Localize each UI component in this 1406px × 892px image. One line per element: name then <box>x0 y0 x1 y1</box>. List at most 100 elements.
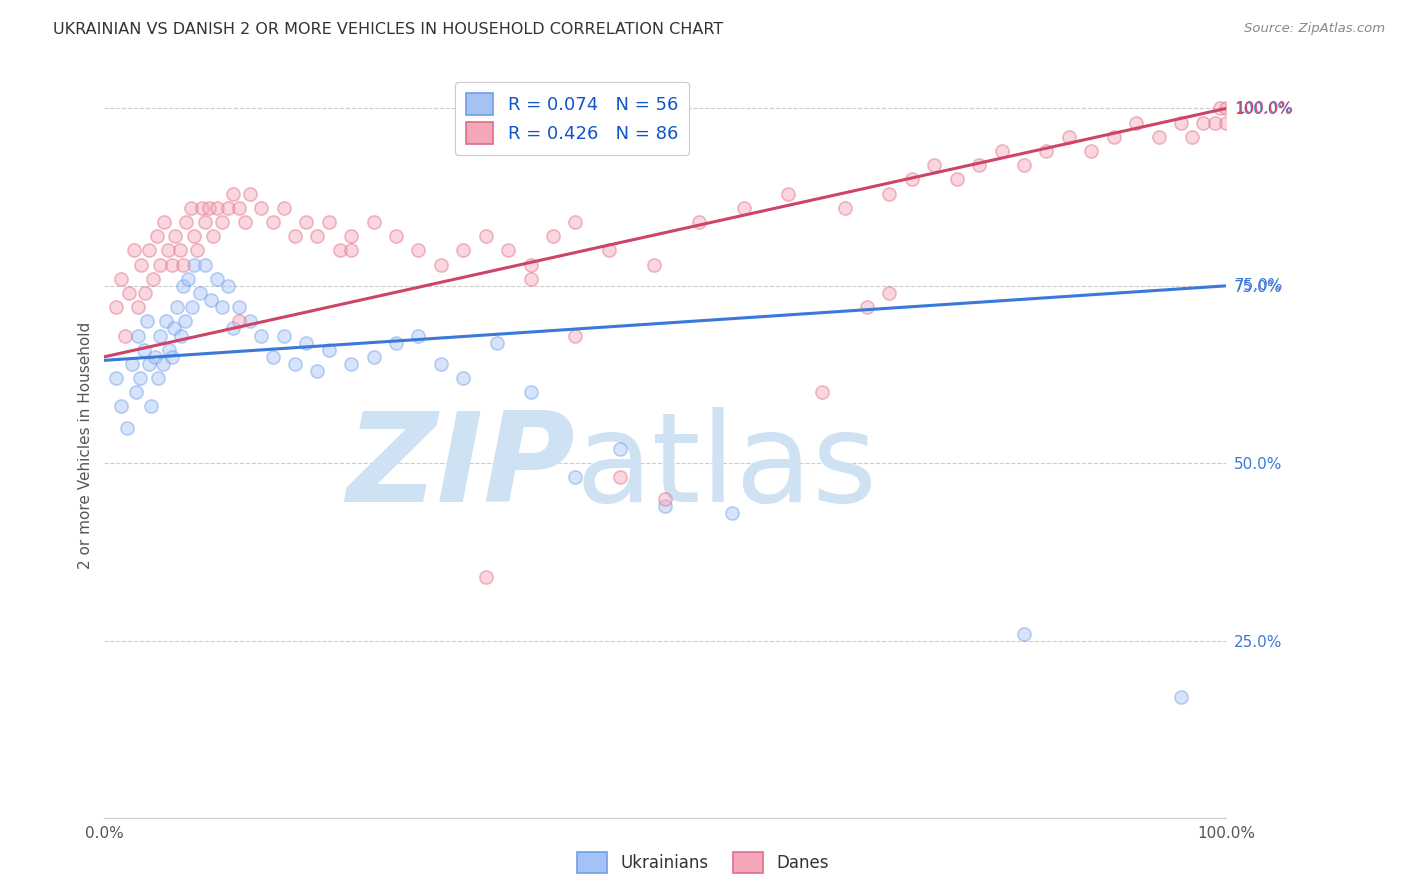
Point <box>194 258 217 272</box>
Point <box>104 371 127 385</box>
Point <box>118 285 141 300</box>
Point <box>228 201 250 215</box>
Point <box>273 328 295 343</box>
Point <box>451 371 474 385</box>
Point <box>166 300 188 314</box>
Point <box>363 350 385 364</box>
Point <box>598 244 620 258</box>
Point <box>564 215 586 229</box>
Point <box>188 285 211 300</box>
Point <box>340 357 363 371</box>
Point <box>121 357 143 371</box>
Point <box>340 229 363 244</box>
Point <box>233 215 256 229</box>
Point <box>186 244 208 258</box>
Point <box>169 244 191 258</box>
Point <box>385 335 408 350</box>
Point <box>1080 144 1102 158</box>
Point <box>688 215 710 229</box>
Point <box>1209 102 1232 116</box>
Point <box>318 343 340 357</box>
Point <box>609 470 631 484</box>
Point <box>1170 690 1192 705</box>
Point <box>169 328 191 343</box>
Point <box>222 186 245 201</box>
Point <box>329 244 352 258</box>
Point <box>654 491 676 506</box>
Point <box>1215 102 1237 116</box>
Point <box>191 201 214 215</box>
Point <box>110 271 132 285</box>
Point <box>519 258 541 272</box>
Point <box>307 364 329 378</box>
Point <box>262 350 284 364</box>
Point <box>160 350 183 364</box>
Point <box>834 201 856 215</box>
Point <box>1102 129 1125 144</box>
Text: 100.0%: 100.0% <box>1234 101 1294 116</box>
Point <box>228 314 250 328</box>
Point <box>564 470 586 484</box>
Point <box>922 158 945 172</box>
Point <box>104 300 127 314</box>
Point <box>183 229 205 244</box>
Point <box>1170 115 1192 129</box>
Point <box>295 335 318 350</box>
Point <box>519 271 541 285</box>
Point <box>211 300 233 314</box>
Point <box>1057 129 1080 144</box>
Point <box>174 314 197 328</box>
Text: 75.0%: 75.0% <box>1234 278 1284 293</box>
Point <box>541 229 564 244</box>
Point <box>408 244 430 258</box>
Point <box>643 258 665 272</box>
Point <box>163 321 186 335</box>
Point <box>163 229 186 244</box>
Point <box>496 244 519 258</box>
Point <box>110 400 132 414</box>
Point <box>159 343 181 357</box>
Point <box>180 201 202 215</box>
Point <box>1012 158 1035 172</box>
Point <box>146 229 169 244</box>
Point <box>284 357 307 371</box>
Point <box>160 258 183 272</box>
Point <box>138 357 160 371</box>
Point <box>1035 144 1057 158</box>
Point <box>197 201 219 215</box>
Point <box>211 215 233 229</box>
Point <box>1012 626 1035 640</box>
Point <box>115 421 138 435</box>
Point <box>205 271 228 285</box>
Point <box>172 258 194 272</box>
Point <box>990 144 1012 158</box>
Point <box>430 258 453 272</box>
Point <box>205 201 228 215</box>
Point <box>125 385 148 400</box>
Point <box>1192 115 1215 129</box>
Point <box>239 186 262 201</box>
Point <box>143 350 166 364</box>
Point <box>149 328 172 343</box>
Point <box>721 506 744 520</box>
Text: atlas: atlas <box>575 408 877 528</box>
Point <box>318 215 340 229</box>
Point <box>609 442 631 456</box>
Point <box>295 215 318 229</box>
Point <box>222 321 245 335</box>
Point <box>385 229 408 244</box>
Text: UKRAINIAN VS DANISH 2 OR MORE VEHICLES IN HOUSEHOLD CORRELATION CHART: UKRAINIAN VS DANISH 2 OR MORE VEHICLES I… <box>53 22 724 37</box>
Text: ZIP: ZIP <box>347 408 575 528</box>
Point <box>122 244 145 258</box>
Point <box>1181 129 1204 144</box>
Point <box>307 229 329 244</box>
Point <box>142 271 165 285</box>
Point <box>340 244 363 258</box>
Point <box>733 201 755 215</box>
Point <box>180 300 202 314</box>
Point <box>134 285 156 300</box>
Point <box>451 244 474 258</box>
Point <box>153 215 176 229</box>
Point <box>284 229 307 244</box>
Point <box>945 172 967 186</box>
